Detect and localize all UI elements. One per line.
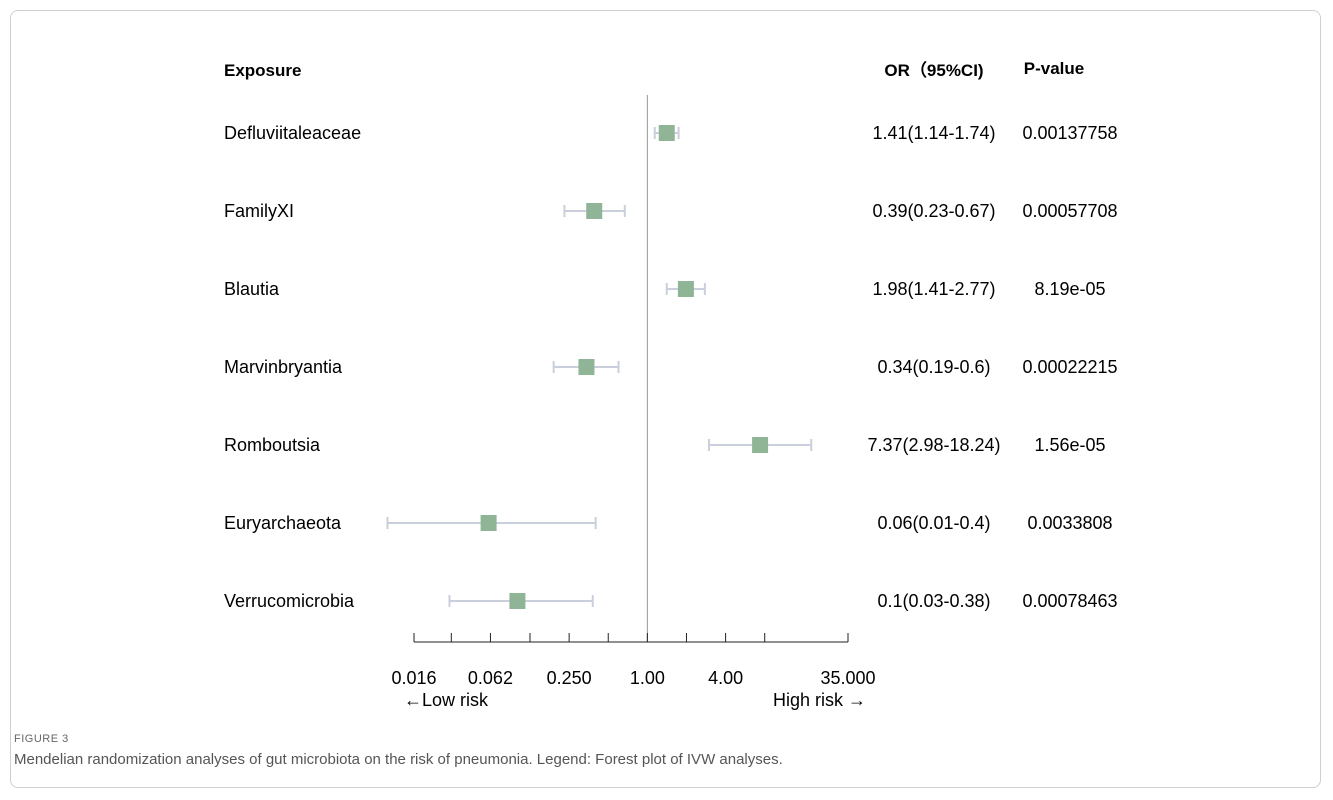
or-marker: [677, 281, 694, 297]
or-marker: [578, 359, 595, 375]
figure-label: FIGURE 3: [14, 733, 69, 745]
x-tick-label: 0.250: [547, 668, 592, 688]
low-risk-label: ←Low risk: [404, 690, 489, 710]
exposure-label: Defluviitaleaceae: [224, 123, 361, 143]
x-tick-label: 0.062: [468, 668, 513, 688]
forest-row: Defluviitaleaceae 1.41(1.14-1.74) 0.001377…: [224, 123, 1118, 143]
x-tick-label: 0.016: [391, 668, 436, 688]
forest-row: Romboutsia 7.37(2.98-18.24) 1.56e-05: [224, 435, 1106, 455]
forest-row: Verrucomicrobia 0.1(0.03-0.38) 0.00078463: [224, 591, 1118, 611]
high-risk-label: High risk →: [773, 690, 866, 710]
column-headers: Exposure OR（95%CI) P-value: [224, 59, 1084, 80]
header-exposure: Exposure: [224, 61, 301, 80]
x-tick-label: 1.00: [630, 668, 665, 688]
x-axis: 0.016 0.062 0.250 1.00 4.00 35.000: [391, 633, 876, 688]
or-marker: [509, 593, 526, 609]
or-marker: [586, 203, 603, 219]
p-value: 0.0033808: [1027, 513, 1112, 533]
figure-caption: Mendelian randomization analyses of gut …: [14, 751, 783, 768]
or-ci-value: 1.41(1.14-1.74): [872, 123, 995, 143]
or-marker: [480, 515, 497, 531]
or-ci-value: 1.98(1.41-2.77): [872, 279, 995, 299]
x-tick-label: 35.000: [820, 668, 875, 688]
header-pvalue: P-value: [1024, 59, 1084, 78]
exposure-label: Romboutsia: [224, 435, 321, 455]
x-tick-label: 4.00: [708, 668, 743, 688]
forest-row: FamilyXI 0.39(0.23-0.67) 0.00057708: [224, 201, 1118, 221]
p-value: 8.19e-05: [1034, 279, 1105, 299]
header-or-ci: OR（95%CI): [884, 60, 983, 80]
exposure-label: Verrucomicrobia: [224, 591, 355, 611]
or-ci-value: 7.37(2.98-18.24): [867, 435, 1000, 455]
forest-rows: Defluviitaleaceae 1.41(1.14-1.74) 0.001377…: [224, 95, 1118, 642]
exposure-label: Euryarchaeota: [224, 513, 342, 533]
or-ci-value: 0.34(0.19-0.6): [877, 357, 990, 377]
p-value: 0.00022215: [1022, 357, 1117, 377]
p-value: 0.00137758: [1022, 123, 1117, 143]
p-value: 0.00078463: [1022, 591, 1117, 611]
forest-row: Blautia 1.98(1.41-2.77) 8.19e-05: [224, 279, 1106, 299]
or-marker: [658, 125, 675, 141]
exposure-label: FamilyXI: [224, 201, 294, 221]
forest-row: Euryarchaeota 0.06(0.01-0.4) 0.0033808: [224, 513, 1113, 533]
or-ci-value: 0.39(0.23-0.67): [872, 201, 995, 221]
exposure-label: Marvinbryantia: [224, 357, 343, 377]
or-ci-value: 0.1(0.03-0.38): [877, 591, 990, 611]
p-value: 0.00057708: [1022, 201, 1117, 221]
forest-row: Marvinbryantia 0.34(0.19-0.6) 0.00022215: [224, 357, 1118, 377]
or-ci-value: 0.06(0.01-0.4): [877, 513, 990, 533]
p-value: 1.56e-05: [1034, 435, 1105, 455]
exposure-label: Blautia: [224, 279, 280, 299]
or-marker: [752, 437, 769, 453]
